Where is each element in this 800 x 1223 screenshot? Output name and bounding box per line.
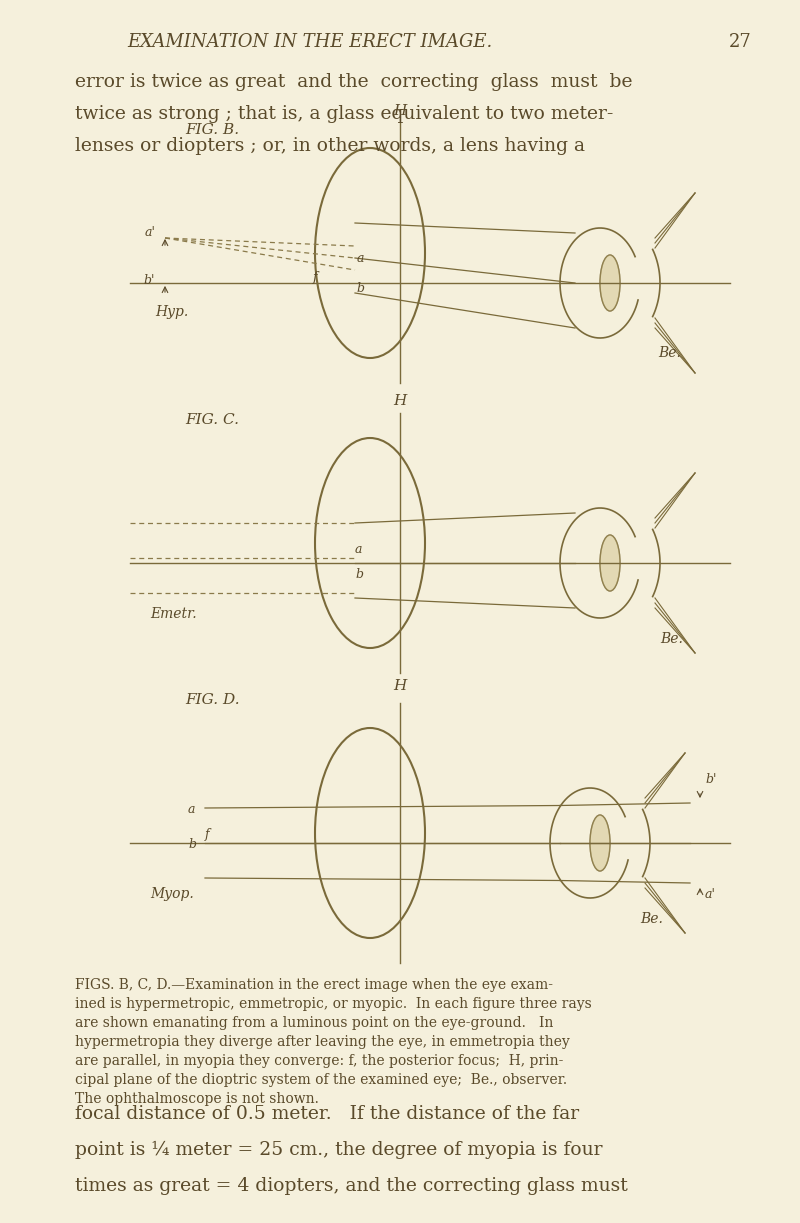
Text: b: b bbox=[355, 567, 363, 581]
Text: H: H bbox=[394, 679, 406, 693]
Text: error is twice as great  and the  correcting  glass  must  be: error is twice as great and the correcti… bbox=[75, 73, 633, 91]
Text: hypermetropia they diverge after leaving the eye, in emmetropia they: hypermetropia they diverge after leaving… bbox=[75, 1035, 570, 1049]
Ellipse shape bbox=[600, 256, 620, 311]
Text: a': a' bbox=[144, 226, 155, 240]
Ellipse shape bbox=[590, 815, 610, 871]
Text: H: H bbox=[394, 104, 406, 117]
Text: FIG. C.: FIG. C. bbox=[185, 413, 239, 427]
Text: a: a bbox=[356, 252, 364, 264]
Text: a: a bbox=[355, 543, 362, 556]
Text: The ophthalmoscope is not shown.: The ophthalmoscope is not shown. bbox=[75, 1092, 319, 1106]
Text: ined is hypermetropic, emmetropic, or myopic.  In each figure three rays: ined is hypermetropic, emmetropic, or my… bbox=[75, 997, 592, 1011]
Text: times as great = 4 diopters, and the correcting glass must: times as great = 4 diopters, and the cor… bbox=[75, 1177, 628, 1195]
Text: H: H bbox=[394, 394, 406, 408]
Text: 27: 27 bbox=[729, 33, 751, 51]
Text: point is ¼ meter = 25 cm., the degree of myopia is four: point is ¼ meter = 25 cm., the degree of… bbox=[75, 1141, 602, 1159]
Text: FIGS. B, C, D.—Examination in the erect image when the eye exam-: FIGS. B, C, D.—Examination in the erect … bbox=[75, 978, 553, 992]
Text: Hyp.: Hyp. bbox=[155, 305, 188, 319]
Text: b': b' bbox=[705, 773, 716, 786]
Text: are shown emanating from a luminous point on the eye-ground.   In: are shown emanating from a luminous poin… bbox=[75, 1016, 554, 1030]
Text: lenses or diopters ; or, in other words, a lens having a: lenses or diopters ; or, in other words,… bbox=[75, 137, 585, 155]
Text: EXAMINATION IN THE ERECT IMAGE.: EXAMINATION IN THE ERECT IMAGE. bbox=[127, 33, 493, 51]
Text: FIG. D.: FIG. D. bbox=[185, 693, 240, 707]
Text: Emetr.: Emetr. bbox=[150, 607, 197, 621]
Text: focal distance of 0.5 meter.   If the distance of the far: focal distance of 0.5 meter. If the dist… bbox=[75, 1106, 579, 1123]
Text: b: b bbox=[356, 281, 364, 295]
Text: b': b' bbox=[144, 274, 155, 286]
Text: Be.: Be. bbox=[660, 632, 683, 646]
Text: b: b bbox=[188, 838, 196, 851]
Text: cipal plane of the dioptric system of the examined eye;  Be., observer.: cipal plane of the dioptric system of th… bbox=[75, 1073, 567, 1087]
Text: a: a bbox=[188, 804, 195, 816]
Ellipse shape bbox=[600, 534, 620, 591]
Text: f: f bbox=[205, 828, 210, 841]
Text: are parallel, in myopia they converge: f, the posterior focus;  H, prin-: are parallel, in myopia they converge: f… bbox=[75, 1054, 563, 1068]
Text: Myop.: Myop. bbox=[150, 887, 194, 901]
Text: twice as strong ; that is, a glass equivalent to two meter-: twice as strong ; that is, a glass equiv… bbox=[75, 105, 614, 124]
Text: Be.: Be. bbox=[658, 346, 682, 360]
Text: f: f bbox=[313, 272, 318, 285]
Text: a': a' bbox=[705, 888, 716, 901]
Text: Be.: Be. bbox=[640, 912, 663, 926]
Text: FIG. B.: FIG. B. bbox=[185, 124, 239, 137]
